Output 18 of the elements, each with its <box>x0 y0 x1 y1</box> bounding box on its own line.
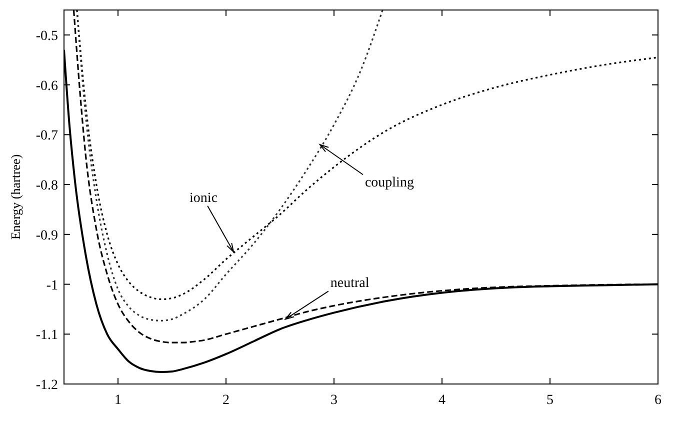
y-tick-label: -0.9 <box>36 228 58 244</box>
y-tick-label: -1.2 <box>36 378 58 393</box>
x-tick-label: 2 <box>222 393 230 408</box>
y-tick-label: -0.7 <box>36 128 58 144</box>
annotation: ionic <box>190 190 218 206</box>
x-tick-label: 4 <box>438 393 446 408</box>
x-tick-label: 6 <box>654 393 662 408</box>
x-tick-label: 5 <box>546 393 554 408</box>
y-tick-label: -1 <box>46 278 58 294</box>
y-axis-title: Energy (hartree) <box>8 154 23 240</box>
x-tick-label: 1 <box>114 393 122 408</box>
y-tick-label: -0.6 <box>36 78 58 94</box>
annotation: coupling <box>364 176 414 191</box>
x-tick-label: 3 <box>330 393 338 408</box>
y-tick-label: -0.5 <box>36 28 58 44</box>
annotation: neutral <box>330 276 370 292</box>
y-tick-label: -0.8 <box>36 178 58 194</box>
y-tick-label: -1.1 <box>36 328 58 344</box>
